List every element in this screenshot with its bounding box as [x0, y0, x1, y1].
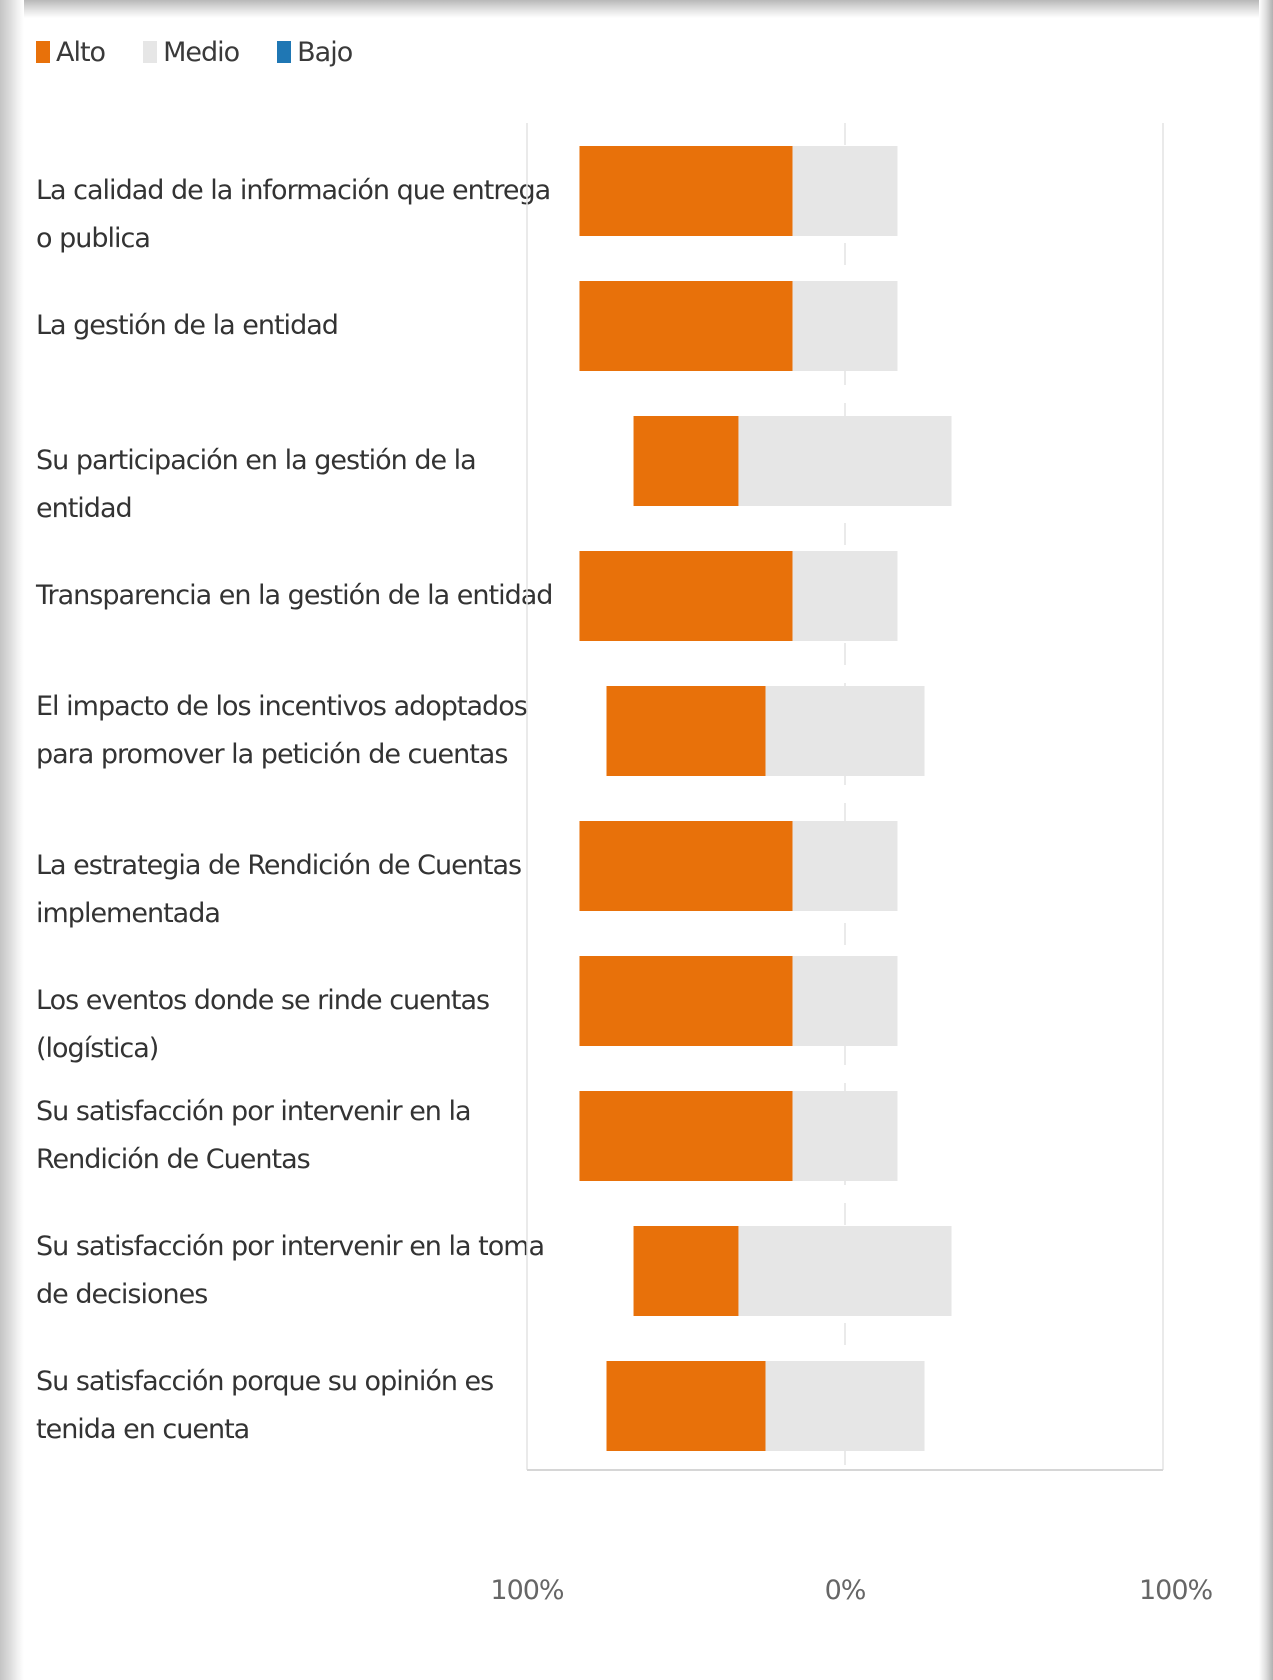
bar-alto[interactable] [606, 1361, 766, 1451]
category-label: Su participación en la gestión de la ent… [36, 445, 477, 524]
legend-label-alto: Alto [56, 36, 106, 68]
bar-medio[interactable] [792, 281, 898, 371]
bar-alto[interactable] [579, 146, 793, 236]
frame-shadow-right [1259, 0, 1273, 1680]
bar-alto[interactable] [579, 956, 793, 1046]
bar-alto[interactable] [579, 1091, 793, 1181]
bar-alto[interactable] [579, 281, 793, 371]
bar-medio[interactable] [792, 956, 898, 1046]
x-tick-label: 100% [490, 1575, 564, 1606]
legend-item-bajo[interactable]: Bajo [277, 36, 353, 68]
legend-swatch-medio [143, 41, 158, 63]
category-label: La estrategia de Rendición de Cuentas im… [36, 850, 522, 929]
bar-medio[interactable] [792, 821, 898, 911]
bar-alto[interactable] [633, 416, 739, 506]
x-tick-label: 100% [1139, 1575, 1213, 1606]
category-label: La gestión de la entidad [36, 310, 339, 341]
legend-item-alto[interactable]: Alto [36, 36, 106, 68]
category-label: El impacto de los incentivos adoptados p… [36, 691, 528, 770]
bar-medio[interactable] [738, 1226, 952, 1316]
legend-item-medio[interactable]: Medio [143, 36, 240, 68]
frame-shadow-left [0, 0, 24, 1680]
bar-medio[interactable] [792, 146, 898, 236]
frame-shadow-top [0, 0, 1273, 18]
bar-medio[interactable] [792, 1091, 898, 1181]
bar-alto[interactable] [579, 821, 793, 911]
bar-medio[interactable] [792, 551, 898, 641]
category-label: Transparencia en la gestión de la entida… [36, 580, 553, 611]
category-label: Su satisfacción por intervenir en la Ren… [36, 1096, 472, 1175]
legend-swatch-bajo [277, 41, 292, 63]
legend-swatch-alto [36, 41, 50, 63]
category-label: Los eventos donde se rinde cuentas (logí… [36, 985, 490, 1064]
x-tick-label: 0% [824, 1575, 867, 1606]
bar-medio[interactable] [738, 416, 952, 506]
bar-alto[interactable] [633, 1226, 739, 1316]
bar-alto[interactable] [579, 551, 793, 641]
legend: Alto Medio Bajo [36, 32, 390, 72]
bar-medio[interactable] [765, 1361, 925, 1451]
bar-alto[interactable] [606, 686, 766, 776]
legend-label-medio: Medio [163, 36, 240, 68]
bar-medio[interactable] [765, 686, 925, 776]
category-label: Su satisfacción por intervenir en la tom… [36, 1231, 545, 1310]
category-label: Su satisfacción porque su opinión es ten… [36, 1366, 494, 1445]
legend-label-bajo: Bajo [297, 36, 353, 68]
category-label: La calidad de la información que entrega… [36, 175, 551, 254]
